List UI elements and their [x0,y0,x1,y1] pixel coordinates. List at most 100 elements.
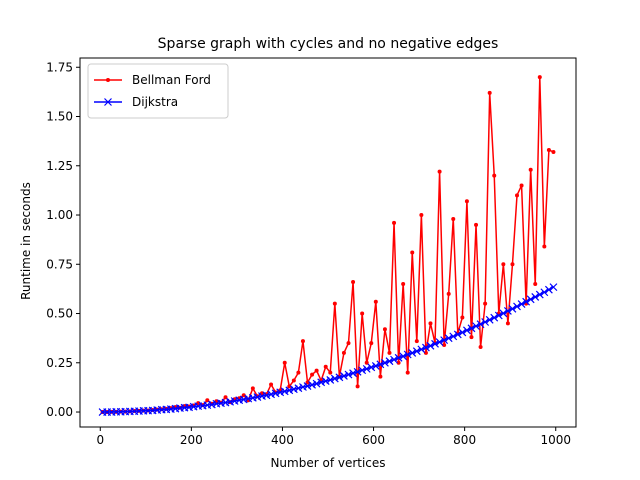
marker [276,388,285,397]
marker [360,311,365,316]
y-tick-label: 1.25 [46,159,73,173]
marker [399,352,408,361]
marker [321,377,330,386]
marker [458,328,467,337]
marker [408,348,417,357]
y-tick-label: 0.00 [46,405,73,419]
y-axis-label: Runtime in seconds [19,182,33,300]
marker [351,280,356,285]
marker [472,322,480,331]
y-tick-label: 0.25 [46,356,73,370]
marker [535,290,544,299]
marker [542,244,547,249]
marker [271,389,280,398]
marker [508,304,517,313]
marker [515,193,520,198]
marker [330,374,339,383]
marker [223,395,228,400]
marker [312,379,321,388]
legend-box [87,63,229,119]
plot-frame [79,57,577,428]
y-tick-label: 1.00 [46,208,73,222]
series-line [102,286,554,413]
y-tick-label: 0.50 [46,307,73,321]
marker [369,341,374,346]
marker [531,293,540,301]
marker [428,321,433,326]
y-tick-label: 1.75 [46,60,73,74]
marker [287,384,292,389]
marker [381,358,389,367]
marker [371,362,380,370]
marker [401,281,406,286]
marker [323,364,328,369]
x-tick-label: 600 [362,433,385,447]
marker [349,369,357,378]
marker [362,364,371,373]
marker [444,334,453,343]
marker [419,213,424,218]
marker [519,183,524,188]
marker [310,372,315,377]
marker [250,386,255,391]
marker [485,315,494,324]
legend-marker [106,78,110,82]
marker [340,372,348,380]
x-tick-label: 200 [180,433,203,447]
marker [499,309,508,318]
marker [355,384,360,389]
marker [285,386,294,395]
marker [487,90,492,95]
marker [280,387,289,396]
x-tick-label: 400 [271,433,294,447]
chart-title: Sparse graph with cycles and no negative… [158,36,499,52]
marker [469,335,474,340]
marker [299,383,307,391]
marker [422,343,430,352]
marker [358,366,367,375]
marker [440,336,449,345]
marker [346,341,351,346]
marker [453,330,462,339]
marker [353,367,362,376]
marker [405,370,410,375]
marker [303,382,312,390]
marker [412,347,421,356]
x-tick-label: 0 [96,433,104,447]
marker [546,148,551,153]
marker [341,350,346,355]
marker [431,339,439,348]
marker [282,360,287,365]
marker [392,220,397,225]
marker [317,378,326,387]
marker [483,301,488,306]
marker [526,295,535,304]
marker [537,75,542,80]
marker [423,350,428,355]
marker [551,149,556,154]
marker [544,285,553,294]
marker [308,380,316,389]
marker [396,360,401,365]
marker [462,326,471,335]
marker [390,355,398,364]
marker [410,250,415,255]
marker [364,360,369,365]
marker [451,216,456,221]
marker [403,350,412,359]
marker [378,374,383,379]
marker [460,315,465,320]
marker [296,370,301,375]
marker [528,167,533,172]
legend-label: Dijkstra [132,95,178,109]
marker [476,320,485,329]
marker [385,357,394,366]
marker [328,370,333,375]
marker [478,345,483,350]
marker [522,297,531,306]
x-tick-label: 800 [453,433,476,447]
marker [376,360,385,369]
legend-label: Bellman Ford [132,73,211,87]
marker [533,281,538,286]
